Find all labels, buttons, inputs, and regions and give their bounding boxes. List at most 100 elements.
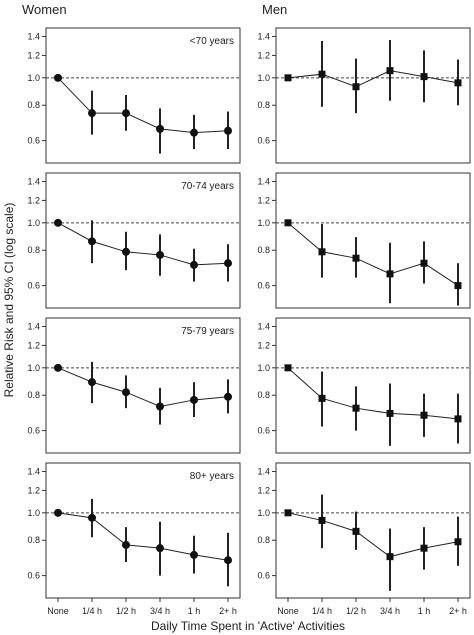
y-tick-label: 1.4: [257, 31, 270, 41]
data-point: [352, 527, 360, 535]
y-tick-label: 1.2: [27, 485, 40, 495]
y-tick-label: 0.8: [27, 535, 40, 545]
data-point: [284, 219, 292, 227]
y-axis-label: Relative Risk and 95% CI (log scale): [2, 203, 16, 398]
panel-frame: [275, 172, 471, 309]
panel-frame: [45, 27, 241, 164]
x-tick-label: 1/2 h: [346, 606, 366, 616]
column-title-women: Women: [22, 2, 67, 17]
y-tick-label: 1.2: [257, 485, 270, 495]
panel-2-0: 0.6 0.8 1.0 1.2 1.4 75-79 years: [27, 317, 241, 454]
y-tick-label: 0.8: [257, 245, 270, 255]
data-point: [122, 247, 130, 256]
data-point: [224, 126, 232, 135]
x-tick-label: 2+ h: [219, 606, 237, 616]
panel-age-label: 75-79 years: [181, 326, 234, 337]
y-tick-label: 0.6: [27, 136, 40, 146]
y-tick-label: 1.4: [257, 176, 270, 186]
y-tick-label: 1.4: [27, 31, 40, 41]
panel-frame: [45, 462, 241, 599]
y-tick-label: 1.0: [27, 363, 40, 373]
y-tick-label: 1.0: [257, 73, 270, 83]
series-line: [57, 77, 229, 134]
y-tick-label: 0.6: [27, 426, 40, 436]
series-line: [57, 512, 229, 561]
data-point: [318, 516, 326, 524]
series-line: [57, 222, 229, 266]
y-tick-label: 1.0: [257, 218, 270, 228]
panel-2-1: 0.6 0.8 1.0 1.2 1.4: [257, 317, 471, 454]
x-axis-label: Daily Time Spent in 'Active' Activities: [151, 619, 345, 633]
x-tick-label: None: [47, 606, 69, 616]
y-tick-label: 1.4: [257, 321, 270, 331]
y-tick-label: 1.2: [257, 340, 270, 350]
y-tick-label: 0.8: [27, 390, 40, 400]
data-point: [190, 128, 198, 137]
series-line: [287, 222, 459, 287]
panel-frame: [275, 462, 471, 599]
y-tick-label: 1.4: [27, 321, 40, 331]
data-point: [386, 553, 394, 561]
y-tick-label: 1.2: [27, 195, 40, 205]
data-point: [386, 67, 394, 75]
x-tick-label: 1 h: [418, 606, 431, 616]
data-point: [352, 404, 360, 412]
data-point: [454, 79, 462, 87]
data-point: [122, 388, 130, 397]
panel-frame: [275, 27, 471, 164]
data-point: [156, 250, 164, 259]
y-tick-label: 0.8: [257, 100, 270, 110]
data-point: [54, 363, 62, 372]
y-tick-label: 0.6: [27, 571, 40, 581]
data-point: [54, 508, 62, 517]
data-point: [420, 411, 428, 419]
data-point: [454, 282, 462, 290]
data-point: [224, 392, 232, 401]
data-point: [284, 74, 292, 82]
x-tick-label: 3/4 h: [150, 606, 170, 616]
data-point: [224, 259, 232, 268]
series-line: [287, 367, 459, 420]
data-point: [420, 259, 428, 267]
x-tick-label: 1 h: [188, 606, 201, 616]
y-tick-label: 1.0: [257, 363, 270, 373]
panel-frame: [45, 172, 241, 309]
data-point: [454, 415, 462, 423]
y-tick-label: 1.2: [27, 50, 40, 60]
y-tick-label: 0.8: [27, 100, 40, 110]
series-line: [287, 512, 459, 558]
y-tick-label: 0.6: [257, 426, 270, 436]
panel-3-1: 0.6 0.8 1.0 1.2 1.4 None 1/4 h 1/2 h 3/4 h 1 h 2+ …: [257, 462, 471, 616]
y-tick-label: 1.0: [27, 73, 40, 83]
data-point: [88, 109, 96, 118]
data-point: [284, 509, 292, 517]
x-tick-label: 2+ h: [449, 606, 467, 616]
panel-age-label: 70-74 years: [181, 181, 234, 192]
series-line: [287, 70, 459, 88]
data-point: [386, 270, 394, 278]
y-tick-label: 1.4: [27, 176, 40, 186]
panel-0-0: 0.6 0.8 1.0 1.2 1.4 <70 years: [27, 27, 241, 164]
data-point: [54, 218, 62, 227]
data-point: [284, 364, 292, 372]
data-point: [352, 254, 360, 262]
x-tick-label: None: [277, 606, 299, 616]
data-point: [420, 73, 428, 81]
panel-age-label: <70 years: [190, 36, 234, 47]
data-point: [156, 124, 164, 133]
column-title-men: Men: [262, 2, 287, 17]
series-line: [57, 367, 229, 408]
panels-group: 0.60.81.01.21.4 <70 years0.60.81.01.21.40…: [27, 27, 471, 616]
data-point: [54, 73, 62, 82]
data-point: [190, 550, 198, 559]
y-tick-label: 1.4: [257, 466, 270, 476]
data-point: [156, 402, 164, 411]
data-point: [122, 540, 130, 549]
y-tick-label: 0.8: [257, 535, 270, 545]
x-tick-label: 1/4 h: [312, 606, 332, 616]
y-tick-label: 1.2: [257, 195, 270, 205]
data-point: [190, 260, 198, 269]
y-tick-label: 0.6: [257, 571, 270, 581]
data-point: [224, 556, 232, 565]
